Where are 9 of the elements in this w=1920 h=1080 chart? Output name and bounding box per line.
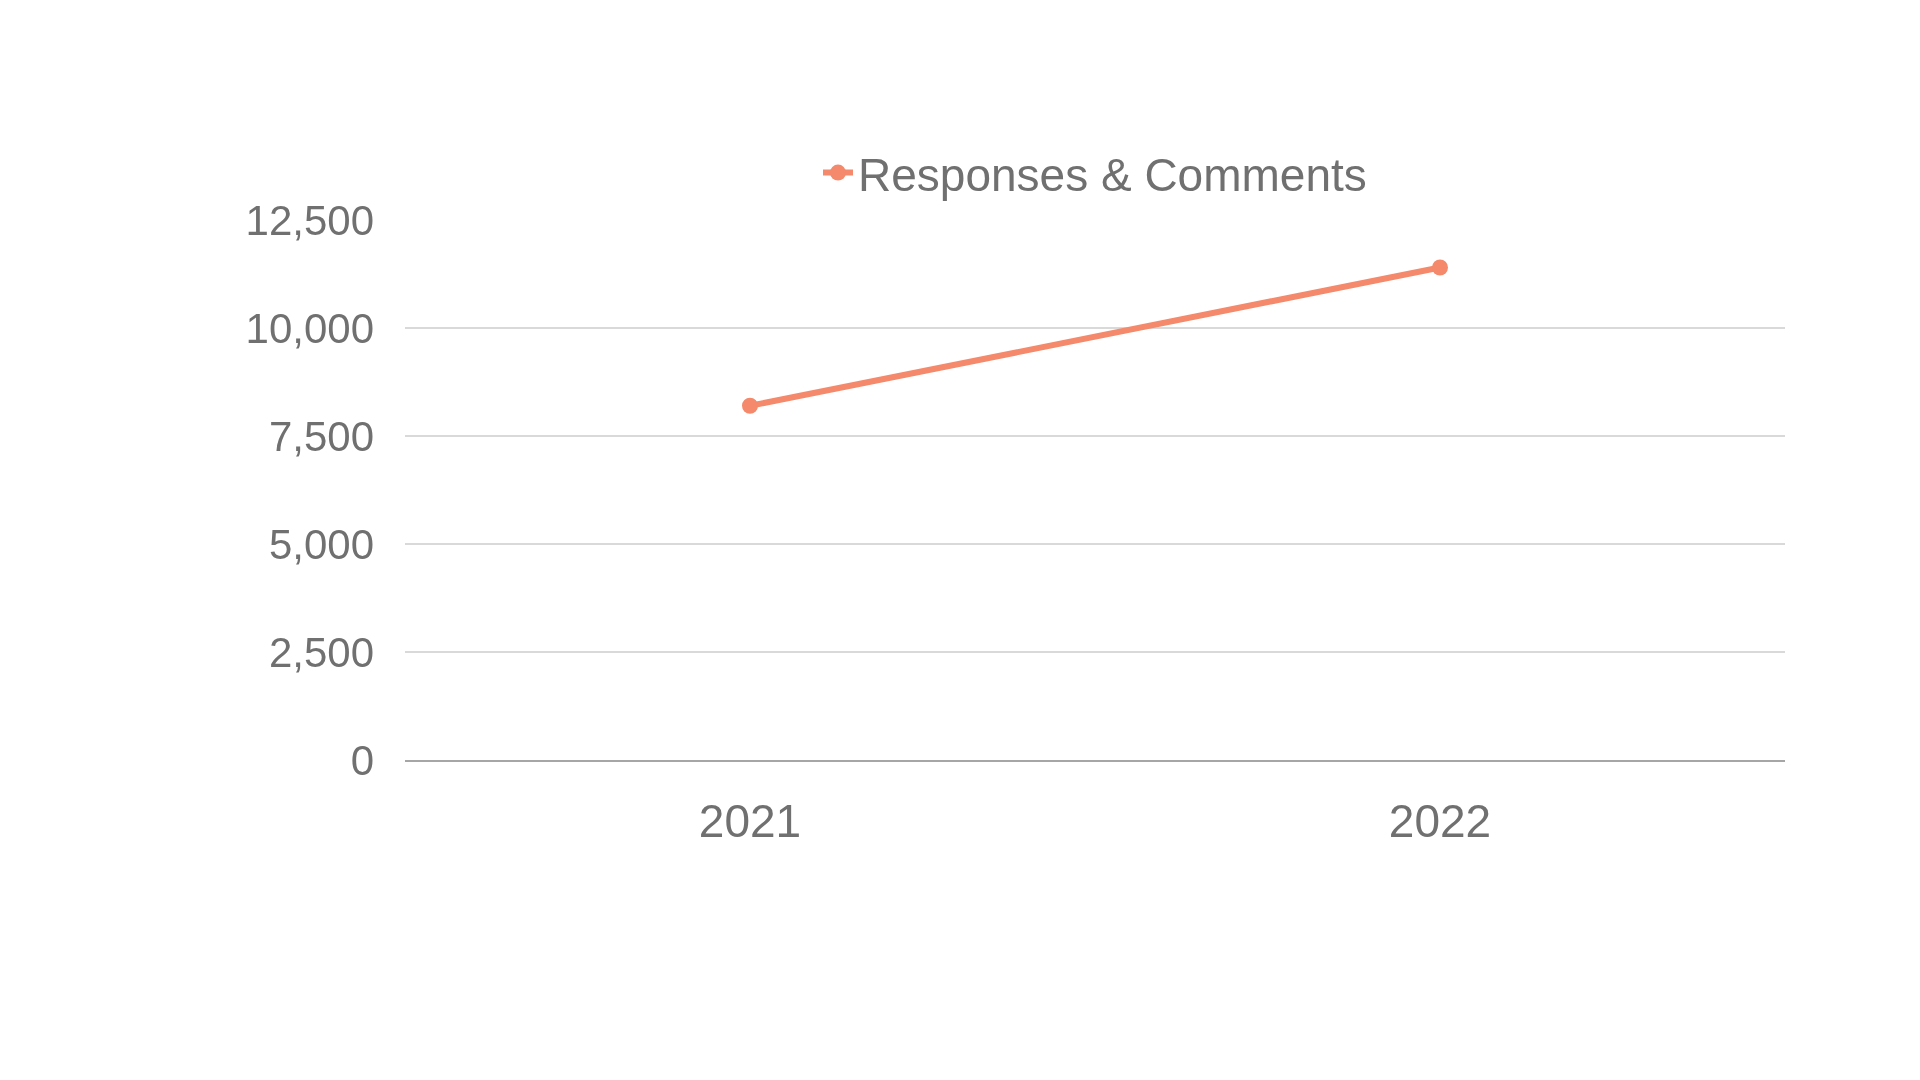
legend-label: Responses & Comments: [858, 148, 1367, 201]
y-tick-label: 5,000: [268, 520, 374, 568]
y-tick-label: 10,000: [245, 304, 374, 352]
y-tick-label: 0: [350, 736, 374, 784]
y-tick-label: 2,500: [268, 628, 374, 676]
x-tick-label: 2022: [1388, 795, 1492, 848]
y-tick-label: 7,500: [268, 412, 374, 460]
y-tick-label: 12,500: [245, 196, 374, 244]
x-tick-label: 2021: [698, 795, 802, 848]
